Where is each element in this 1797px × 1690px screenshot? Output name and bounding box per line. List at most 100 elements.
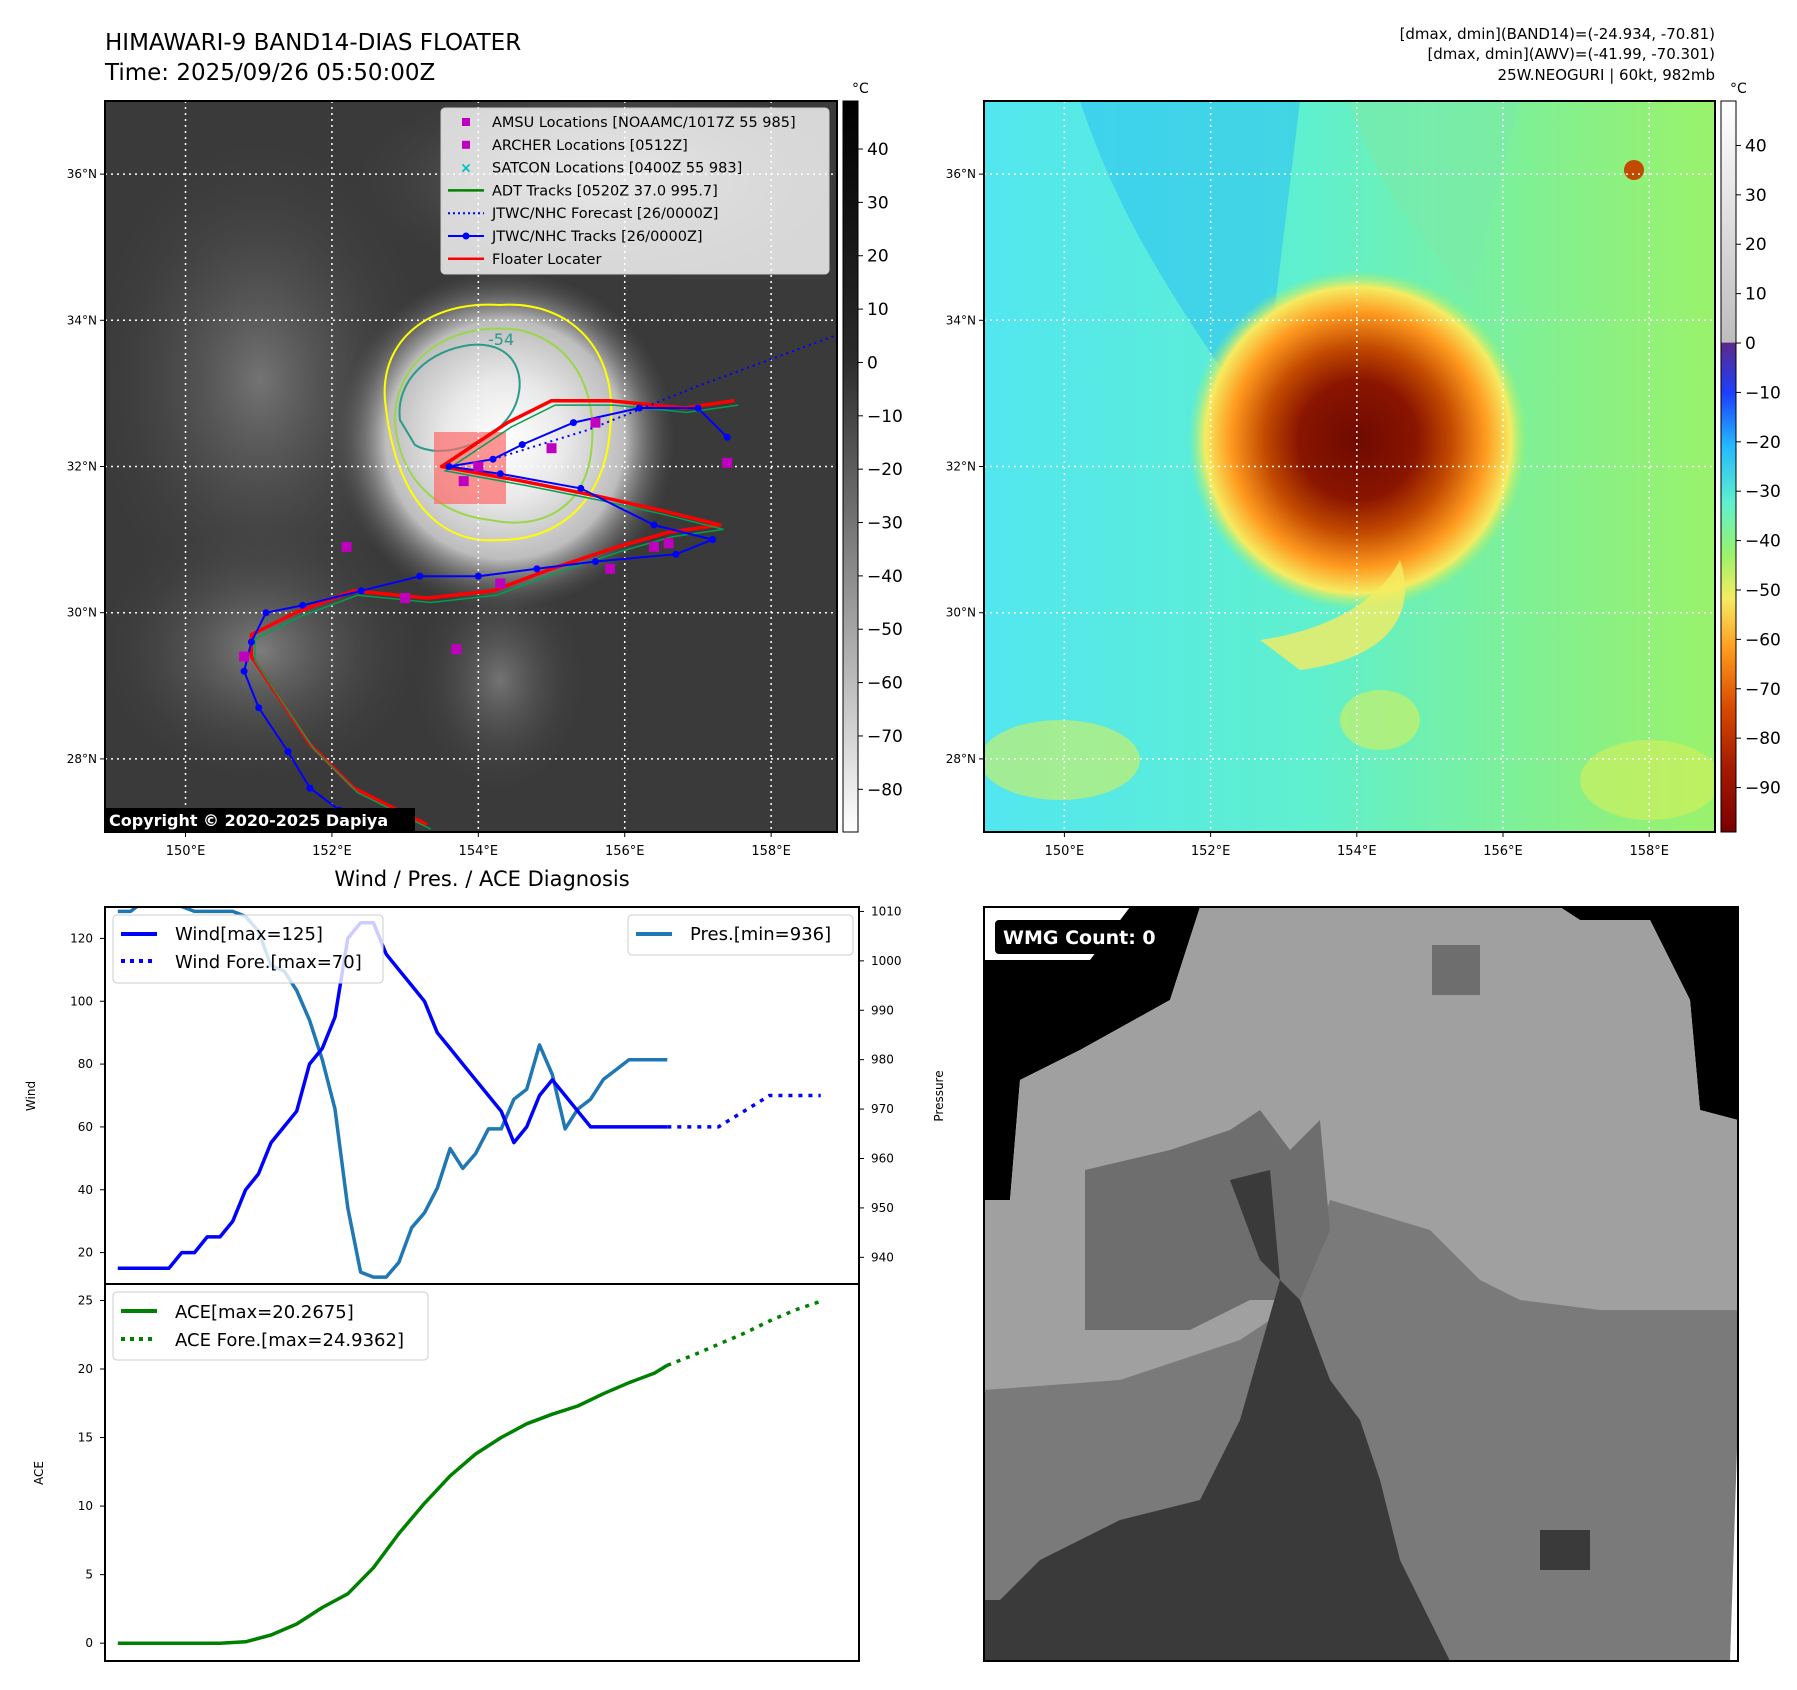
legend-marker-dot <box>462 232 470 240</box>
info-line2: [dmax, dmin](AWV)=(-41.99, -70.301) <box>1427 45 1715 63</box>
y-tick-label: 25 <box>78 1293 93 1307</box>
wv-cell-ne <box>1624 160 1644 180</box>
y-tick-label: 20 <box>78 1246 93 1260</box>
wv-map-panel <box>984 101 1715 832</box>
figure-title-line2: Time: 2025/09/26 05:50:00Z <box>104 60 435 86</box>
wv-colorbar-unit: °C <box>1730 81 1747 97</box>
wmg-black-region-east <box>1370 907 1738 1120</box>
lon-tick-label: 158°E <box>1629 844 1669 859</box>
wv-colorbar-bar <box>1720 100 1737 833</box>
jtwc-forecast-track <box>492 333 837 461</box>
wv-moist-band <box>1350 101 1520 300</box>
legend-label: ADT Tracks [0520Z 37.0 995.7] <box>492 183 718 199</box>
jtwc-track-point <box>709 536 717 544</box>
info-line3: 25W.NEOGURI | 60kt, 982mb <box>1498 66 1715 84</box>
wv-storm-core <box>1188 270 1528 610</box>
wmg-panel <box>984 907 1738 1661</box>
pressure-ylabel: Pressure <box>932 1070 946 1121</box>
amsu-location-marker <box>341 541 352 552</box>
ace-fore-legend-label: ACE Fore.[max=24.9362] <box>175 1330 404 1351</box>
amsu-location-marker <box>546 443 557 454</box>
jtwc-track-point <box>694 404 702 412</box>
y-tick-label: 60 <box>78 1120 93 1134</box>
lat-tick-label: 28°N <box>946 752 976 766</box>
wmg-label-box <box>995 920 1175 954</box>
ace-legend-box <box>112 1291 429 1361</box>
lat-tick-label: 34°N <box>67 313 97 327</box>
lon-tick-label: 150°E <box>1045 844 1085 859</box>
lon-tick-label: 156°E <box>605 844 645 859</box>
colorbar-tick-label: −20 <box>867 460 903 480</box>
ir-legend-box <box>440 107 830 275</box>
jtwc-track-point <box>650 521 658 529</box>
jtwc-track-point <box>723 433 731 441</box>
jtwc-track-point <box>577 484 585 492</box>
series-line-ace <box>666 1299 822 1367</box>
wv-colorbar: °C 40 30 20 10 0 −10 −20 −30 −40 −50 −60 −70 −80 −90 <box>1720 81 1781 833</box>
pressure-legend-box <box>627 914 854 956</box>
wind-fore-legend-label: Wind Fore.[max=70] <box>175 952 362 973</box>
colorbar-tick-label: −60 <box>1745 630 1781 650</box>
pressure-legend-label: Pres.[min=936] <box>690 924 831 945</box>
lat-tick-label: 30°N <box>67 606 97 620</box>
y-tick-label: 10 <box>78 1499 93 1513</box>
jtwc-track-point <box>496 470 504 478</box>
jtwc-track <box>243 407 728 826</box>
series-line-wind <box>117 920 668 1271</box>
copyright-box <box>105 808 415 832</box>
y-tick-label: 980 <box>871 1053 894 1067</box>
colorbar-tick-label: 10 <box>867 300 889 320</box>
series-line-pressure <box>117 907 668 1279</box>
colorbar-tick-label: −50 <box>1745 581 1781 601</box>
colorbar-tick-label: −90 <box>1745 779 1781 799</box>
y-tick-label: 40 <box>78 1183 93 1197</box>
y-tick-label: 960 <box>871 1151 894 1165</box>
wmg-patch-southeast <box>1540 1530 1590 1570</box>
lat-tick-label: 32°N <box>67 460 97 474</box>
lon-tick-label: 156°E <box>1483 844 1523 859</box>
ir-tracks <box>239 333 837 830</box>
ace-legend: ACE[max=20.2675] ACE Fore.[max=24.9362] <box>112 1291 429 1361</box>
colorbar-tick-label: 30 <box>1745 186 1767 206</box>
jtwc-track-point <box>299 601 307 609</box>
colorbar-tick-label: 40 <box>1745 136 1767 156</box>
lon-tick-label: 150°E <box>166 844 206 859</box>
jtwc-track-point <box>591 558 599 566</box>
colorbar-tick-label: −70 <box>867 727 903 747</box>
lat-tick-label: 30°N <box>946 606 976 620</box>
y-tick-label: 1010 <box>871 904 902 918</box>
lon-tick-label: 152°E <box>1191 844 1231 859</box>
series-line-wind <box>667 1093 821 1129</box>
wind-legend-box <box>112 914 384 984</box>
legend-label: JTWC/NHC Forecast [26/0000Z] <box>491 206 718 222</box>
jtwc-track-point <box>489 455 497 463</box>
amsu-location-marker <box>239 651 250 662</box>
y-tick-label: 15 <box>78 1431 93 1445</box>
y-tick-label: 0 <box>85 1636 93 1650</box>
colorbar-tick-label: 0 <box>867 353 878 373</box>
amsu-location-marker <box>400 593 411 604</box>
y-tick-label: 970 <box>871 1102 894 1116</box>
y-tick-label: 950 <box>871 1201 894 1215</box>
legend-label: SATCON Locations [0400Z 55 983] <box>492 161 742 177</box>
wind-legend: Wind[max=125] Wind Fore.[max=70] <box>112 914 384 984</box>
amsu-location-marker <box>605 563 616 574</box>
wv-axis-labels: 150°E 152°E 154°E 156°E 158°E 36°N 34°N 32°N 30°… <box>946 167 1669 859</box>
y-tick-label: 1000 <box>871 954 902 968</box>
y-tick-label: 120 <box>70 931 93 945</box>
wv-convection-s <box>1340 690 1420 750</box>
wv-gridlines <box>984 101 1715 832</box>
ace-ylabel: ACE <box>32 1461 46 1485</box>
y-tick-label: 5 <box>85 1568 93 1582</box>
colorbar-tick-label: −40 <box>1745 532 1781 552</box>
legend-label: JTWC/NHC Tracks [26/0000Z] <box>491 229 703 245</box>
ir-contour-label: -54 <box>488 330 514 349</box>
wmg-black-region-west <box>984 907 1200 1200</box>
colorbar-tick-label: −10 <box>867 407 903 427</box>
jtwc-track-point <box>240 667 248 675</box>
ir-legend: AMSU Locations [NOAAMC/1017Z 55 985] ARCH… <box>440 107 830 275</box>
colorbar-tick-label: 30 <box>867 193 889 213</box>
copyright-text: Copyright © 2020-2025 Dapiya <box>109 811 388 830</box>
ace-legend-label: ACE[max=20.2675] <box>175 1302 354 1323</box>
wind-plot: 20 40 60 80 100 120 940 950 960 970 980 990 1000 101… <box>24 904 946 1279</box>
